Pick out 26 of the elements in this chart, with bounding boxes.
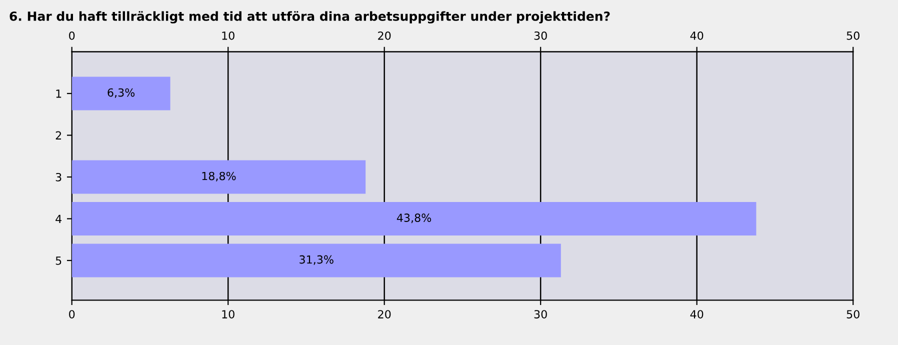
bar — [72, 202, 756, 236]
x-tick-label: 50 — [846, 310, 860, 318]
x2-tick-label: 40 — [690, 31, 704, 40]
chart-title: 6. Har du haft tillräckligt med tid att utföra dina arbetsuppgifter under projekttiden? — [10, 11, 610, 24]
data-label: 43,8% — [396, 214, 432, 224]
x2-tick-label: 0 — [69, 31, 75, 40]
y-tick-label: 4 — [56, 214, 62, 223]
x-tick-label: 20 — [378, 310, 391, 318]
y-tick-label: 3 — [56, 172, 62, 182]
bar — [72, 160, 366, 194]
x-tick-label: 0 — [69, 310, 75, 318]
x-tick-label: 10 — [222, 310, 234, 318]
data-label: 18,8% — [202, 172, 236, 182]
x-tick-label: 30 — [534, 310, 547, 318]
data-label: 31,3% — [300, 255, 334, 265]
bar — [72, 76, 170, 110]
y-tick-label: 1 — [56, 90, 62, 98]
x2-tick-label: 20 — [378, 31, 391, 40]
x-tick-label: 40 — [690, 310, 704, 318]
data-label: 6,3% — [108, 88, 135, 98]
x2-tick-label: 10 — [222, 31, 234, 40]
bar — [72, 244, 561, 278]
x2-tick-label: 50 — [846, 31, 860, 40]
x2-tick-label: 30 — [534, 31, 547, 40]
y-tick-label: 2 — [56, 131, 62, 140]
y-tick-label: 5 — [56, 256, 62, 265]
